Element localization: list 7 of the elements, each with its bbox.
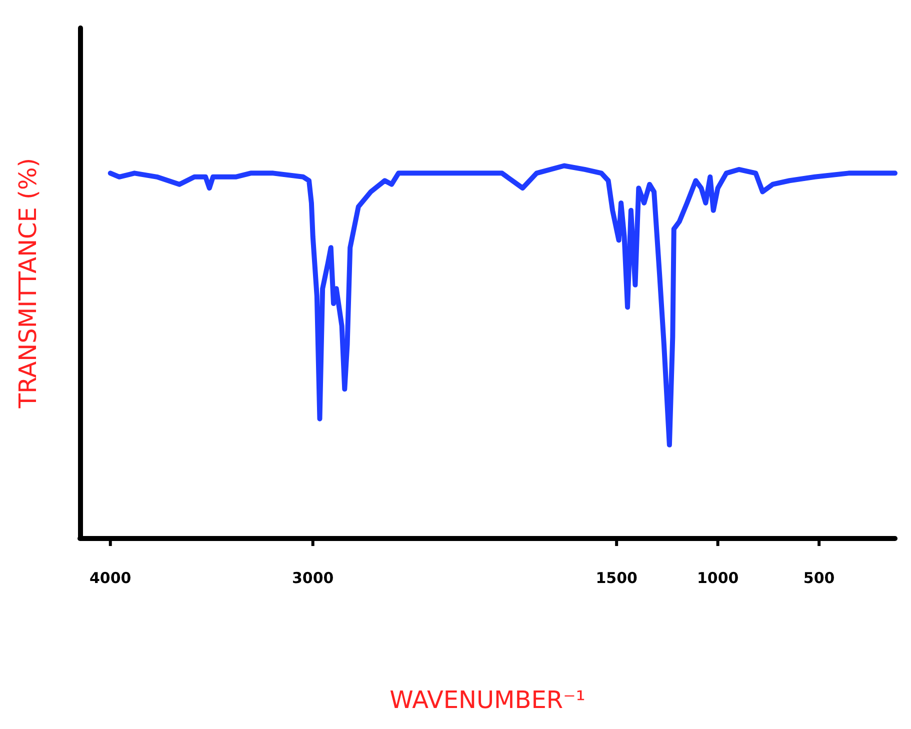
y-axis-title: TRANSMITTANCE (%) xyxy=(14,158,42,410)
x-tick-label: 1000 xyxy=(696,569,739,587)
x-tick-label: 3000 xyxy=(292,569,334,587)
x-tick-label: 4000 xyxy=(90,569,132,587)
x-tick-label: 500 xyxy=(803,569,835,587)
x-tick-label: 1500 xyxy=(596,569,638,587)
x-axis-title: WAVENUMBER⁻¹ xyxy=(390,686,586,714)
